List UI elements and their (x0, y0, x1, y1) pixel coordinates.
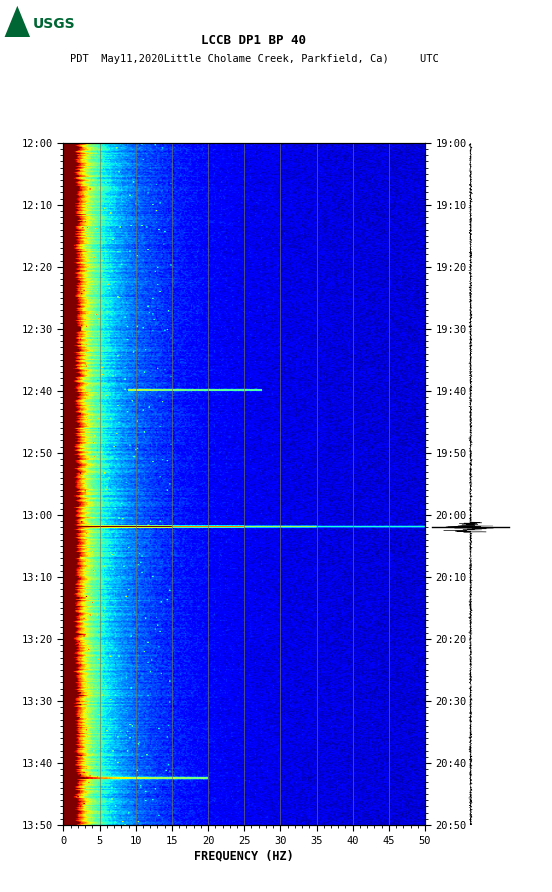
X-axis label: FREQUENCY (HZ): FREQUENCY (HZ) (194, 850, 294, 863)
Text: LCCB DP1 BP 40: LCCB DP1 BP 40 (201, 34, 306, 47)
Polygon shape (4, 6, 30, 37)
Text: USGS: USGS (33, 17, 76, 31)
Text: PDT  May11,2020Little Cholame Creek, Parkfield, Ca)     UTC: PDT May11,2020Little Cholame Creek, Park… (70, 54, 438, 63)
